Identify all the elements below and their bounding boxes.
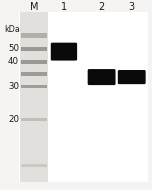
FancyBboxPatch shape [21, 164, 47, 167]
FancyBboxPatch shape [19, 12, 48, 182]
FancyBboxPatch shape [19, 12, 148, 182]
FancyBboxPatch shape [51, 43, 77, 61]
FancyBboxPatch shape [21, 33, 47, 38]
FancyBboxPatch shape [21, 118, 47, 121]
Text: 3: 3 [129, 2, 135, 12]
Text: 20: 20 [8, 115, 19, 124]
FancyBboxPatch shape [21, 47, 47, 51]
Text: 50: 50 [8, 44, 19, 53]
FancyBboxPatch shape [21, 60, 47, 64]
FancyBboxPatch shape [21, 72, 47, 76]
Text: 1: 1 [61, 2, 67, 12]
Text: 2: 2 [98, 2, 105, 12]
Text: kDa: kDa [4, 25, 20, 34]
Text: 30: 30 [8, 82, 19, 91]
FancyBboxPatch shape [21, 85, 47, 88]
Text: 40: 40 [8, 58, 19, 66]
FancyBboxPatch shape [118, 70, 146, 84]
FancyBboxPatch shape [88, 69, 116, 85]
Text: M: M [30, 2, 38, 12]
